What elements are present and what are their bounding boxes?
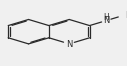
Text: N: N bbox=[103, 16, 109, 25]
Text: N: N bbox=[66, 40, 72, 49]
Text: NH₂: NH₂ bbox=[125, 11, 127, 20]
Text: H: H bbox=[103, 13, 109, 22]
